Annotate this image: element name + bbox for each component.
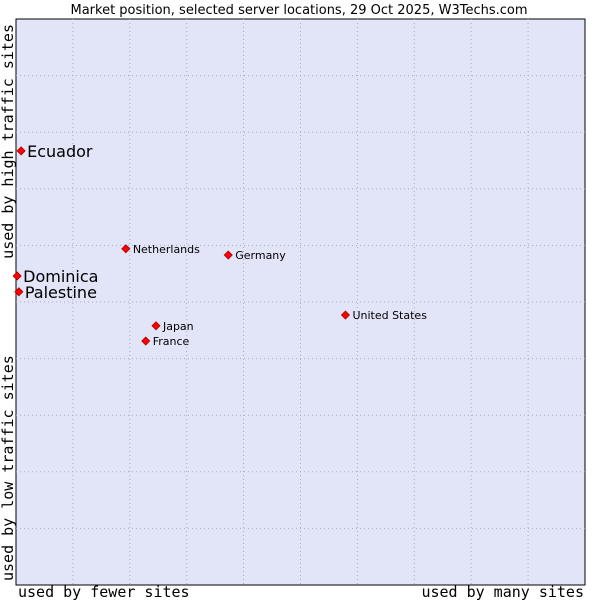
point-label-germany: Germany — [235, 249, 286, 262]
point-label-united-states: United States — [352, 309, 427, 322]
point-label-ecuador: Ecuador — [27, 142, 93, 161]
point-marker-france — [141, 336, 151, 346]
point-label-netherlands: Netherlands — [133, 243, 200, 256]
data-points: Ecuador Netherlands Germany DominicaPalesti… — [12, 142, 427, 348]
y-axis-label-bottom: used by low traffic sites — [0, 355, 17, 581]
point-marker-dominica — [12, 271, 22, 281]
point-marker-netherlands — [121, 244, 131, 254]
point-label-palestine: Palestine — [25, 283, 97, 302]
point-marker-germany — [223, 250, 233, 260]
x-axis-label-right: used by many sites — [421, 583, 584, 600]
point-label-france: France — [153, 335, 190, 348]
chart-title: Market position, selected server locatio… — [70, 3, 527, 18]
point-marker-united-states — [340, 310, 351, 320]
point-marker-palestine — [14, 287, 24, 297]
point-marker-ecuador — [16, 146, 26, 156]
grid-lines — [16, 19, 585, 585]
y-axis-label-top: used by high traffic sites — [0, 24, 17, 259]
point-label-japan: Japan — [162, 320, 194, 333]
point-marker-japan — [151, 321, 161, 331]
point-label-dominica: Dominica — [23, 267, 98, 286]
x-axis-label-left: used by fewer sites — [18, 583, 190, 600]
